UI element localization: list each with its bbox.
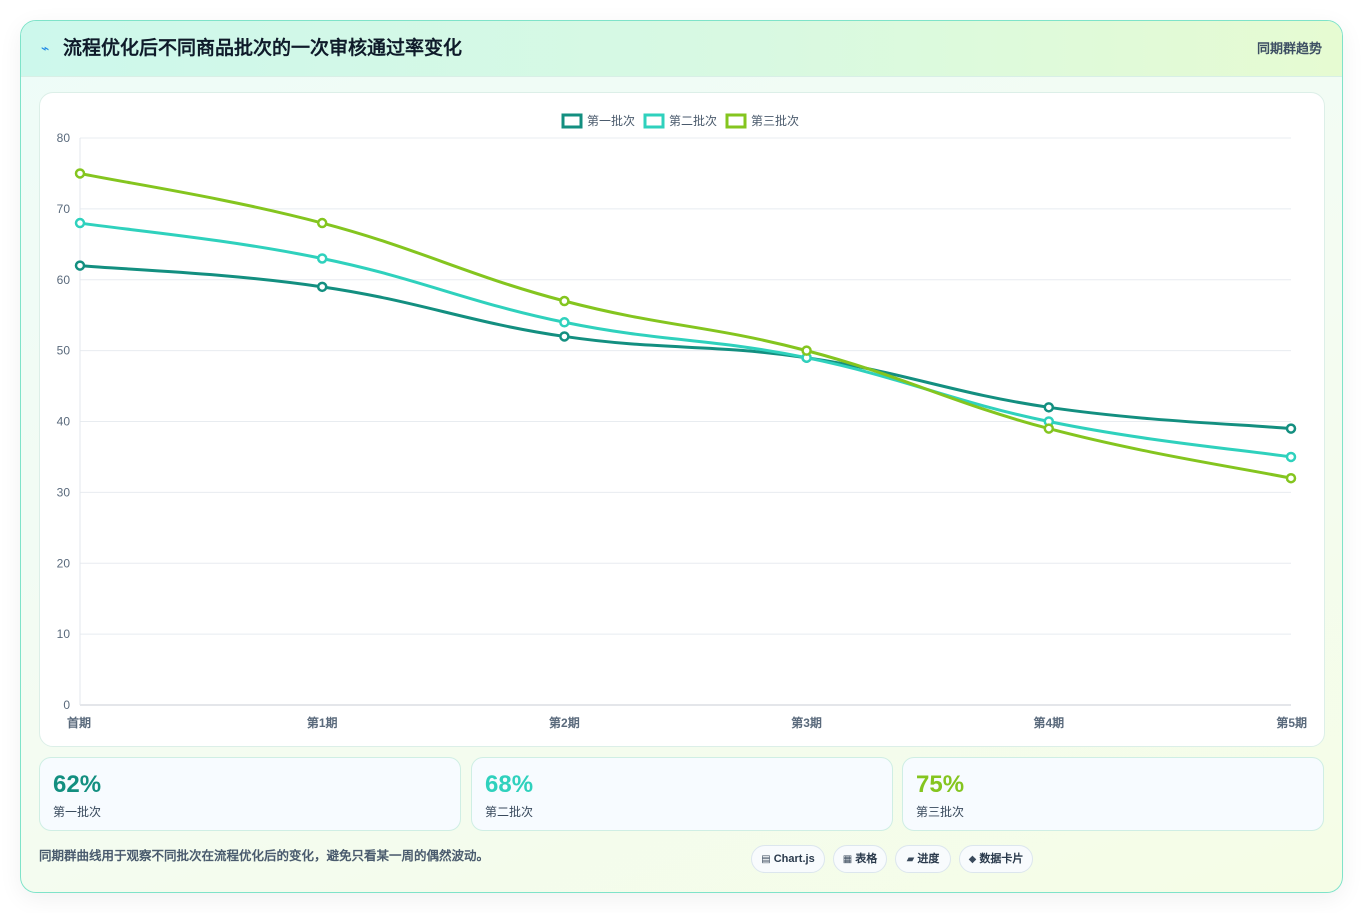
stat-card-batch-1: 62% 第一批次	[39, 757, 461, 831]
card-header: ⌁ 流程优化后不同商品批次的一次审核通过率变化 同期群趋势	[21, 21, 1342, 77]
x-tick-label: 第4期	[1033, 715, 1064, 730]
chart-panel: 0 10 20 30 40 50 60 70 80 首期 第1期 第2期 第3期 第4期 第5期 第一批次 第二…	[39, 92, 1325, 747]
data-point	[316, 253, 328, 264]
stat-card-batch-3: 75% 第三批次	[902, 757, 1324, 831]
stat-value: 68%	[485, 771, 534, 798]
pill-label: Chart.js	[773, 853, 815, 865]
chart-icon: ▤	[761, 854, 771, 865]
data-point	[316, 281, 328, 293]
y-tick-label: 70	[57, 202, 71, 216]
data-point	[74, 168, 86, 179]
series-line-3	[79, 171, 1292, 480]
data-point	[559, 317, 570, 328]
stat-card-batch-2: 68% 第二批次	[471, 757, 893, 831]
pill-table[interactable]: ▦ 表格	[833, 845, 887, 873]
pill-label: 进度	[917, 853, 940, 865]
stat-label: 第三批次	[916, 805, 965, 819]
progress-icon: ▰	[906, 854, 915, 865]
legend-swatch	[643, 113, 665, 129]
legend-label: 第二批次	[669, 113, 717, 128]
pill-data-card[interactable]: ◆ 数据卡片	[959, 845, 1033, 873]
series-line-1	[79, 264, 1292, 431]
data-point	[1043, 423, 1055, 434]
data-point	[1285, 472, 1297, 484]
table-icon: ▦	[842, 854, 853, 865]
pill-chartjs[interactable]: ▤ Chart.js	[751, 845, 825, 873]
x-tick-label: 第5期	[1276, 715, 1307, 730]
y-tick-label: 80	[57, 131, 71, 145]
y-tick-label: 50	[57, 344, 71, 358]
data-card-icon: ◆	[968, 854, 977, 865]
stat-value: 75%	[916, 771, 965, 798]
data-point	[1285, 451, 1297, 463]
data-point	[74, 260, 86, 271]
page-title: 流程优化后不同商品批次的一次审核通过率变化	[63, 38, 463, 59]
x-tick-label: 第2期	[549, 715, 580, 730]
series-line-2	[79, 221, 1292, 459]
stat-label: 第一批次	[53, 805, 102, 819]
pill-progress[interactable]: ▰ 进度	[895, 845, 951, 873]
stat-label: 第二批次	[485, 805, 534, 819]
legend-label: 第三批次	[751, 113, 799, 128]
pill-label: 表格	[855, 853, 878, 865]
data-point	[559, 295, 570, 307]
legend-swatch	[561, 113, 583, 129]
data-point	[801, 345, 812, 356]
data-point	[74, 217, 86, 229]
y-tick-label: 60	[57, 273, 71, 287]
header-tag: 同期群趋势	[1256, 41, 1322, 56]
data-point	[316, 217, 328, 229]
data-point	[1285, 423, 1297, 434]
footnote: 同期群曲线用于观察不同批次在流程优化后的变化，避免只看某一周的偶然波动。	[39, 849, 490, 863]
stat-value: 62%	[53, 771, 102, 798]
legend-swatch	[725, 113, 747, 129]
y-tick-label: 0	[63, 698, 70, 712]
data-point	[559, 331, 570, 342]
y-tick-label: 40	[57, 415, 71, 429]
y-tick-label: 30	[57, 485, 71, 499]
x-tick-label: 第1期	[307, 715, 338, 730]
x-tick-label: 首期	[67, 715, 91, 730]
y-tick-label: 20	[57, 556, 71, 570]
pill-label: 数据卡片	[979, 853, 1024, 865]
line-chart: 0 10 20 30 40 50 60 70 80 首期 第1期 第2期 第3期 第4期 第5期 第一批次 第二…	[57, 113, 1307, 730]
chart-line-icon: ⌁	[41, 40, 50, 56]
data-point	[1043, 402, 1055, 413]
chart-card: ⌁ 流程优化后不同商品批次的一次审核通过率变化 同期群趋势 0 10 20 30 40 5…	[20, 20, 1343, 893]
y-tick-label: 10	[57, 627, 71, 641]
legend-label: 第一批次	[587, 113, 635, 128]
x-tick-label: 第3期	[791, 715, 822, 730]
